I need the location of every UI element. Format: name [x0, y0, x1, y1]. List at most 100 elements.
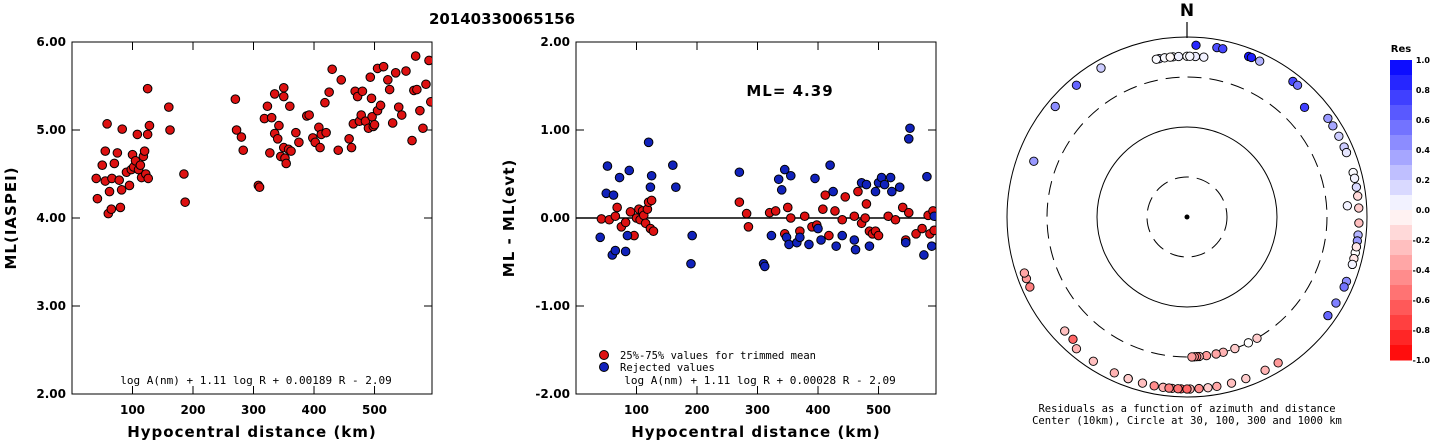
colorbar-swatch	[1390, 75, 1412, 91]
ml-plot-ticks: 100 200 300 400 500 2.00 3.00 4.00 5.00 6.00	[36, 35, 432, 417]
rejected-point	[926, 241, 936, 251]
colorbar-swatch	[1390, 255, 1412, 271]
residual-plot-ytick-label: 1.00	[540, 123, 570, 137]
station-point	[100, 146, 111, 156]
accepted-point	[785, 213, 796, 223]
accepted-point	[840, 192, 851, 202]
station-point	[165, 125, 175, 135]
station-point	[410, 51, 421, 61]
station-point	[116, 185, 127, 195]
station-point	[401, 66, 411, 76]
rejected-point	[813, 223, 823, 234]
ml-plot-xtick-label: 500	[362, 403, 387, 417]
station-point	[321, 127, 331, 138]
colorbar-swatch	[1390, 285, 1412, 301]
rejected-point	[861, 179, 872, 190]
rejected-point	[686, 258, 696, 269]
legend-label-accepted: 25%-75% values for trimmed mean	[620, 350, 816, 362]
station-point	[179, 169, 189, 179]
station-residual-point	[1241, 373, 1251, 384]
residual-plot-ticks: 100 200 300 400 500 -2.00 -1.00 0.00 1.00 2.00	[535, 35, 936, 417]
station-residual-point	[1230, 343, 1240, 354]
colorbar-swatch	[1390, 180, 1412, 196]
residual-plot-xtick-label: 500	[866, 403, 891, 417]
station-point	[104, 186, 115, 197]
station-point	[262, 101, 273, 112]
station-point	[142, 83, 153, 94]
station-point	[327, 64, 337, 75]
station-point	[139, 146, 150, 156]
ml-plot-formula: log A(nm) + 1.11 log R + 0.00189 R - 2.0…	[120, 374, 392, 387]
station-residual-point	[1182, 384, 1192, 394]
rejected-point	[779, 164, 790, 175]
rejected-point	[668, 160, 678, 170]
rejected-point	[894, 182, 905, 192]
station-residual-point	[1243, 338, 1254, 348]
rejected-point	[900, 237, 911, 248]
station-residual-point	[1019, 268, 1030, 278]
station-residual-point	[1123, 373, 1133, 384]
station-point	[324, 87, 334, 97]
station-residual-point	[1187, 352, 1197, 362]
station-point	[274, 120, 284, 131]
ml-plot-xtick-label: 300	[241, 403, 266, 417]
station-residual-point	[1149, 381, 1159, 391]
accepted-point	[911, 229, 921, 239]
rejected-point	[646, 170, 657, 181]
station-point	[369, 119, 380, 130]
station-residual-point	[1137, 378, 1148, 388]
station-residual-point	[1191, 40, 1201, 50]
station-point	[281, 158, 291, 169]
colorbar-tick-label: -0.8	[1413, 326, 1431, 335]
accepted-point	[648, 226, 659, 236]
residual-vs-distance-panel: 100 200 300 400 500 -2.00 -1.00 0.00 1.00 2.00 ML…	[500, 35, 937, 441]
accepted-point	[890, 214, 901, 225]
colorbar-tick-label: -0.4	[1413, 266, 1431, 275]
station-residual-point	[1334, 131, 1344, 141]
rejected-point	[887, 186, 897, 197]
station-point	[396, 110, 407, 120]
colorbar-swatch	[1390, 195, 1412, 211]
station-point	[231, 125, 242, 135]
station-residual-point	[1260, 365, 1270, 375]
ml-plot-ylabel: ML(IASPEI)	[2, 166, 20, 269]
station-residual-point	[1331, 298, 1341, 308]
rejected-point	[870, 186, 881, 197]
residual-plot-ytick-label: 2.00	[540, 35, 570, 49]
residual-plot-points	[595, 123, 936, 272]
colorbar-swatch	[1390, 225, 1412, 241]
station-point	[357, 86, 368, 97]
station-point	[230, 94, 241, 104]
station-residual-point	[1328, 121, 1338, 131]
station-point	[102, 119, 112, 129]
station-point	[92, 193, 103, 204]
colorbar-tick-label: -0.2	[1413, 236, 1431, 245]
accepted-point	[625, 207, 636, 217]
station-point	[294, 137, 304, 148]
station-point	[384, 84, 395, 95]
station-point	[109, 158, 120, 169]
station-point	[425, 97, 432, 107]
rejected-point	[608, 190, 619, 200]
station-point	[365, 72, 376, 82]
accepted-point	[873, 230, 884, 241]
station-residual-point	[1292, 80, 1303, 90]
station-point	[112, 148, 123, 158]
station-point	[117, 124, 128, 134]
rejected-point	[903, 134, 914, 144]
station-point	[412, 84, 422, 95]
residual-plot-ytick-label: -1.00	[535, 299, 570, 313]
station-residual-point	[1299, 102, 1310, 113]
rejected-point	[645, 182, 656, 192]
ml-plot-xtick-label: 200	[180, 403, 205, 417]
station-residual-point	[1068, 334, 1078, 344]
rejected-point	[919, 250, 929, 260]
station-point	[272, 134, 283, 144]
epicenter-marker	[1184, 214, 1190, 220]
station-point	[278, 82, 289, 93]
station-residual-point	[1071, 80, 1082, 90]
accepted-point	[861, 199, 872, 209]
rejected-point	[773, 174, 784, 185]
rejected-point	[837, 230, 848, 241]
rejected-point	[849, 235, 860, 245]
